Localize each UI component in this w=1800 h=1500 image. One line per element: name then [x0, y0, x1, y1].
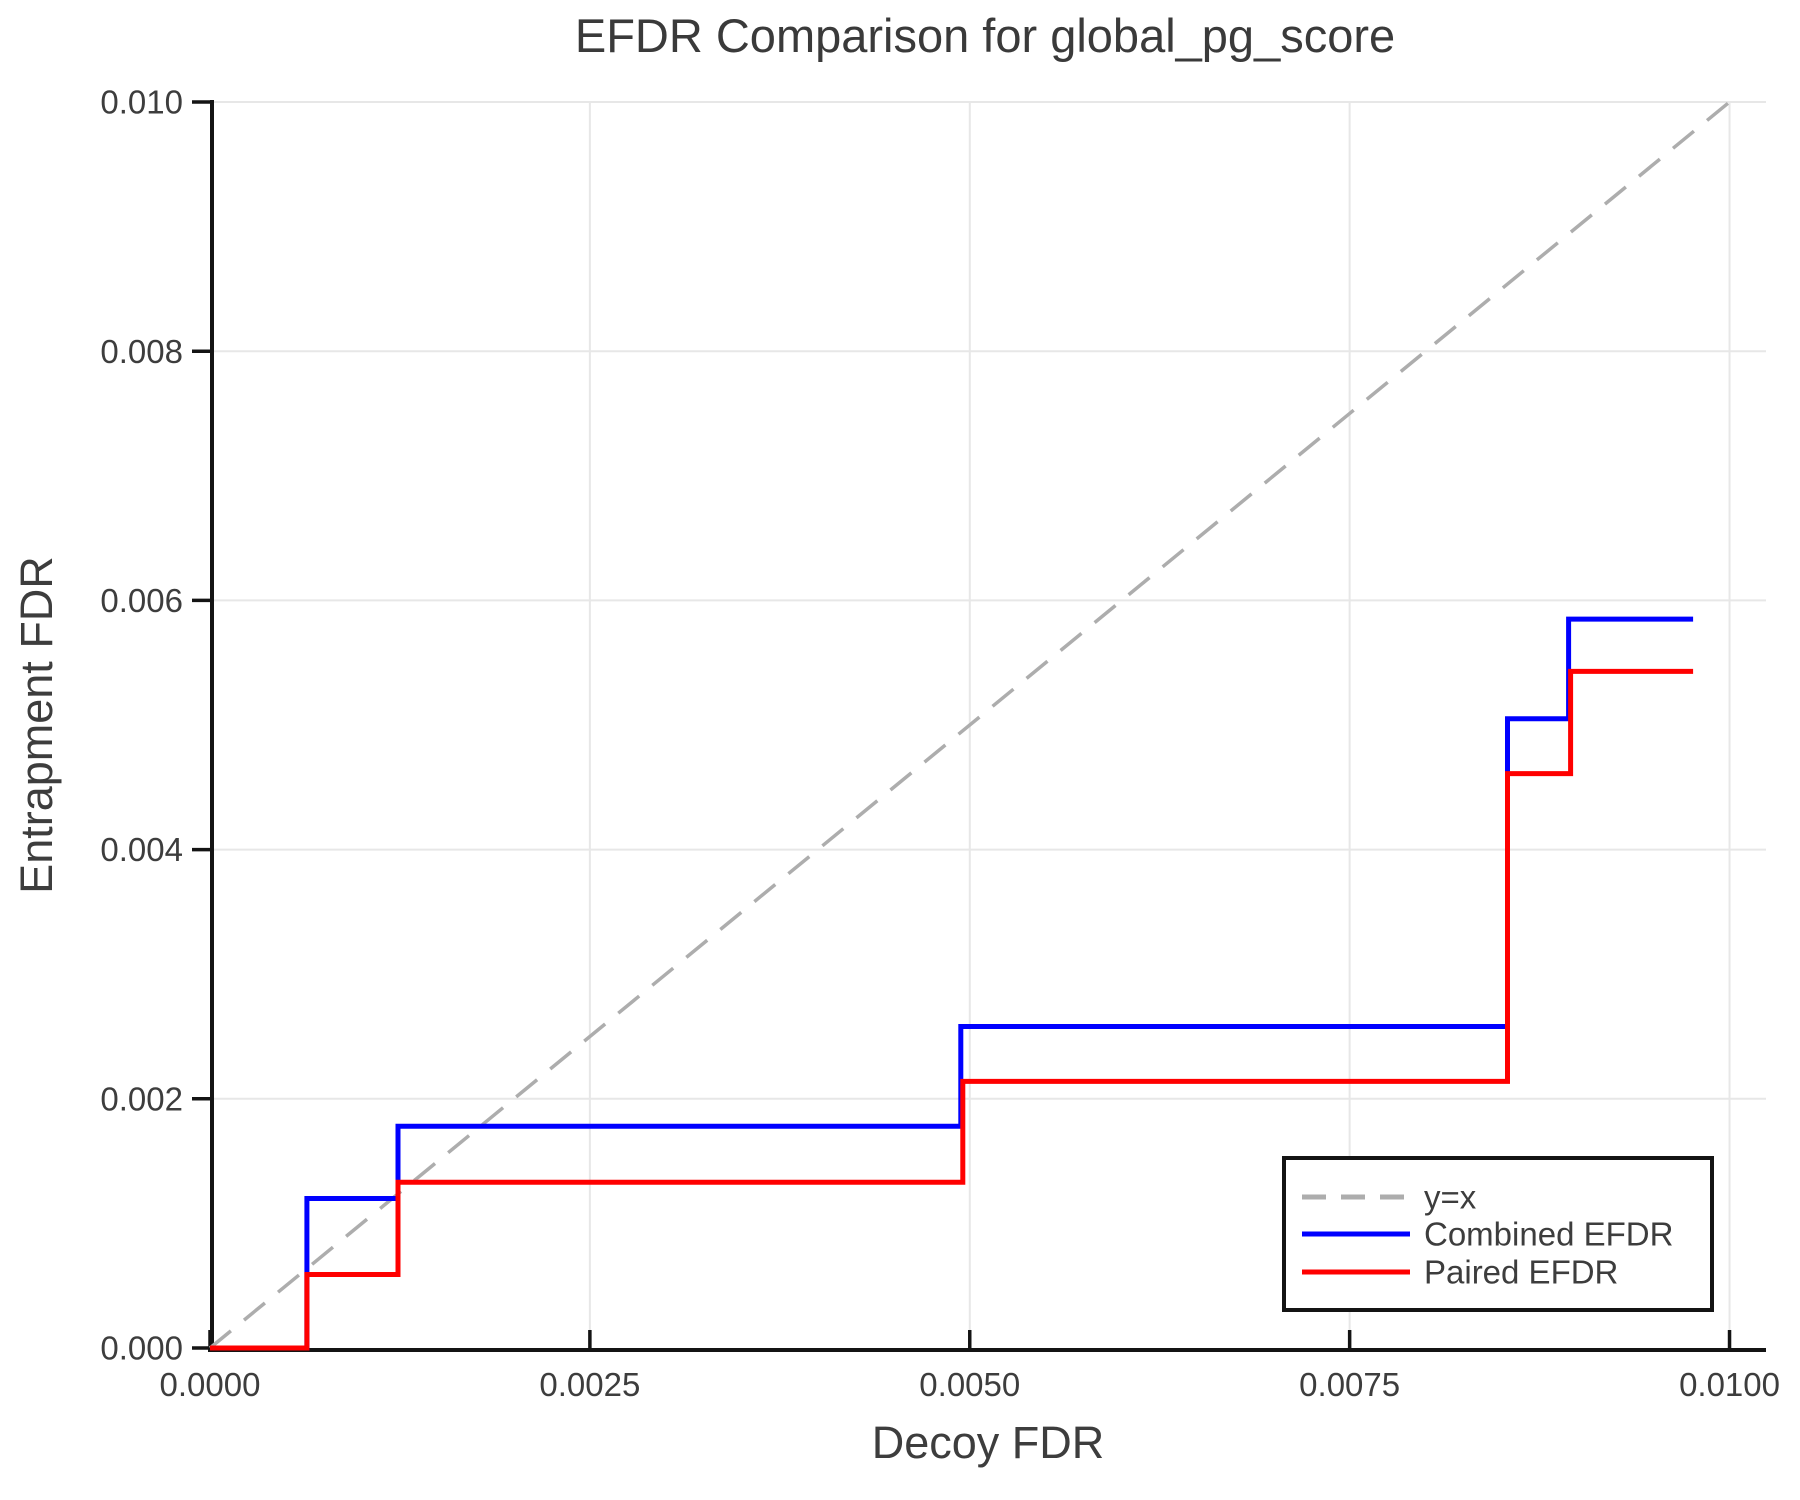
y-tick-label: 0.006 — [100, 582, 183, 619]
legend-label-combined-efdr: Combined EFDR — [1424, 1216, 1673, 1253]
x-tick-label: 0.0075 — [1299, 1366, 1400, 1403]
x-axis-label: Decoy FDR — [872, 1417, 1105, 1468]
axis-tick-labels: 0.0000 0.0025 0.0050 0.0075 0.0100 0.000 0.002… — [100, 84, 1780, 1403]
y-tick-label: 0.000 — [100, 1330, 183, 1367]
legend-label-paired-efdr: Paired EFDR — [1424, 1254, 1618, 1291]
y-tick-label: 0.008 — [100, 333, 183, 370]
data-series — [208, 100, 1731, 1351]
identity-line — [208, 100, 1731, 1350]
y-axis-label: Entrapment FDR — [11, 556, 62, 894]
chart-title: EFDR Comparison for global_pg_score — [575, 9, 1395, 62]
x-tick-label: 0.0050 — [919, 1366, 1020, 1403]
y-tick-label: 0.002 — [100, 1080, 183, 1117]
y-tick-label: 0.004 — [100, 831, 183, 868]
x-tick-label: 0.0100 — [1679, 1366, 1780, 1403]
grid-lines — [212, 101, 1766, 1348]
x-tick-label: 0.0000 — [160, 1366, 261, 1403]
paired-efdr-line — [210, 668, 1694, 1351]
legend: y=x Combined EFDR Paired EFDR — [1282, 1156, 1714, 1312]
x-tick-label: 0.0025 — [539, 1366, 640, 1403]
y-tick-label: 0.010 — [100, 84, 183, 121]
legend-label-identity: y=x — [1424, 1179, 1477, 1216]
